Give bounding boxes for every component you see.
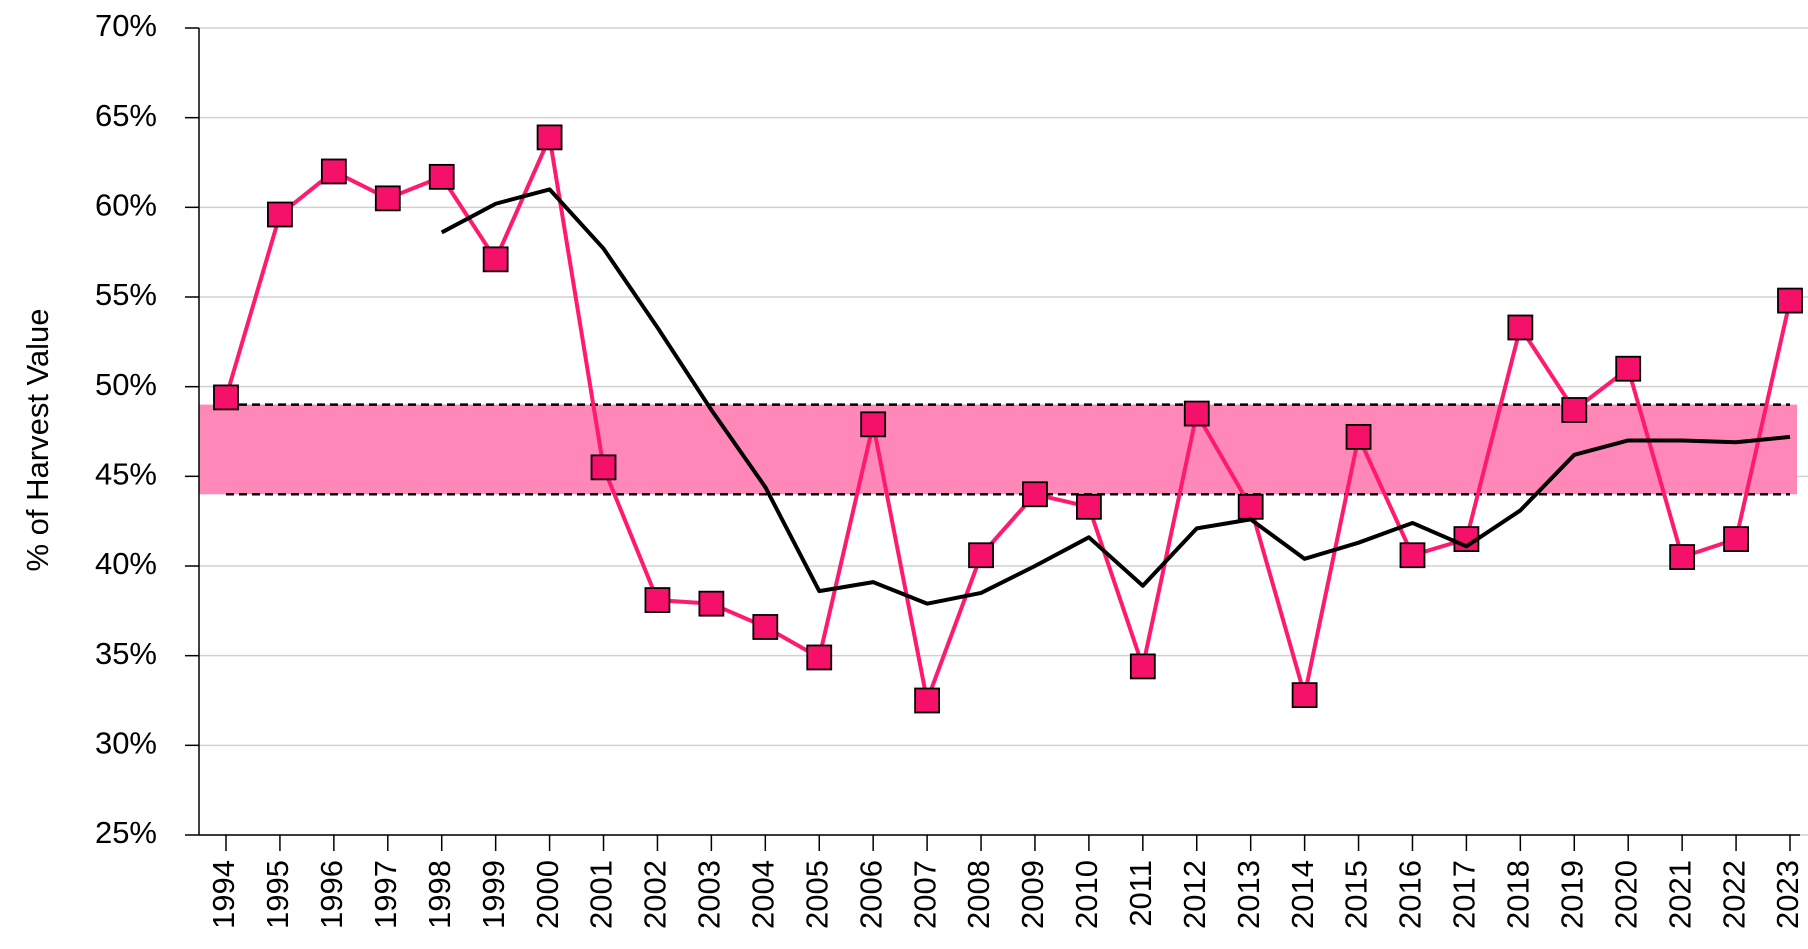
- marker: [267, 201, 293, 228]
- marker: [320, 158, 347, 185]
- x-tick-label: 2006: [853, 860, 888, 929]
- x-tick-label: 2003: [692, 860, 727, 929]
- marker: [1615, 355, 1642, 382]
- x-tick-label: 2016: [1393, 860, 1428, 929]
- marker: [752, 614, 779, 640]
- marker: [1507, 314, 1534, 341]
- marker: [1561, 397, 1588, 423]
- marker: [1237, 493, 1264, 520]
- reference-band: [199, 404, 1797, 495]
- marker: [590, 454, 617, 481]
- x-tick-label: 1994: [206, 860, 241, 929]
- x-tick-label: 2015: [1339, 860, 1374, 929]
- x-tick-label: 2009: [1015, 860, 1050, 929]
- x-tick-label: 2012: [1177, 860, 1212, 929]
- y-tick-label: 50%: [95, 367, 157, 402]
- y-tick-label: 30%: [95, 726, 157, 761]
- marker: [644, 587, 671, 613]
- x-tick-label: 2004: [745, 860, 780, 929]
- y-axis-label: % of Harvest Value: [20, 308, 55, 571]
- x-tick-label: 1996: [314, 860, 349, 929]
- marker: [1723, 526, 1749, 552]
- marker: [1669, 544, 1696, 570]
- x-tick-label: 2019: [1554, 860, 1589, 929]
- x-tick-label: 2002: [638, 860, 673, 929]
- marker: [1075, 493, 1102, 520]
- marker: [806, 644, 833, 671]
- y-tick-label: 45%: [95, 457, 157, 492]
- x-tick-label: 2017: [1447, 860, 1482, 929]
- y-tick-label: 60%: [95, 188, 157, 223]
- y-tick-label: 55%: [95, 277, 157, 312]
- marker: [213, 384, 239, 411]
- marker: [482, 246, 509, 273]
- x-tick-label: 2014: [1285, 860, 1320, 929]
- marker: [1022, 481, 1048, 508]
- y-tick-label: 40%: [95, 546, 157, 581]
- marker: [1345, 423, 1372, 450]
- marker: [968, 542, 994, 569]
- x-tick-label: 2021: [1662, 860, 1697, 929]
- x-tick-label: 2018: [1501, 860, 1536, 929]
- x-tick-label: 1999: [476, 860, 511, 929]
- x-tick-label: 2000: [530, 860, 565, 929]
- x-tick-label: 1998: [422, 860, 457, 929]
- marker: [1399, 542, 1426, 569]
- x-tick-label: 2023: [1770, 860, 1805, 929]
- x-tick-label: 1995: [260, 860, 295, 929]
- marker: [1183, 400, 1210, 427]
- y-tick-label: 35%: [95, 636, 157, 671]
- x-tick-label: 1997: [368, 860, 403, 929]
- marker: [536, 124, 563, 151]
- x-tick-label: 2011: [1123, 860, 1158, 927]
- marker: [428, 163, 455, 190]
- marker: [1777, 287, 1803, 314]
- series-line: [224, 135, 1792, 703]
- x-tick-label: 2013: [1231, 860, 1266, 929]
- series-line: [440, 187, 1791, 606]
- marker: [1291, 682, 1318, 709]
- marker: [698, 590, 725, 617]
- x-tick-label: 2020: [1608, 860, 1643, 929]
- x-tick-label: 2010: [1069, 860, 1104, 929]
- marker: [1129, 653, 1156, 680]
- x-tick-label: 2008: [961, 860, 996, 929]
- x-tick-label: 2007: [907, 860, 942, 929]
- y-tick-label: 70%: [95, 8, 157, 43]
- marker: [914, 687, 941, 714]
- x-tick-label: 2005: [799, 860, 834, 929]
- x-tick-label: 2022: [1716, 860, 1751, 929]
- x-tick-label: 2001: [584, 860, 619, 929]
- marker: [860, 411, 887, 438]
- marker: [374, 185, 401, 212]
- y-tick-label: 65%: [95, 98, 157, 133]
- y-tick-label: 25%: [95, 815, 157, 850]
